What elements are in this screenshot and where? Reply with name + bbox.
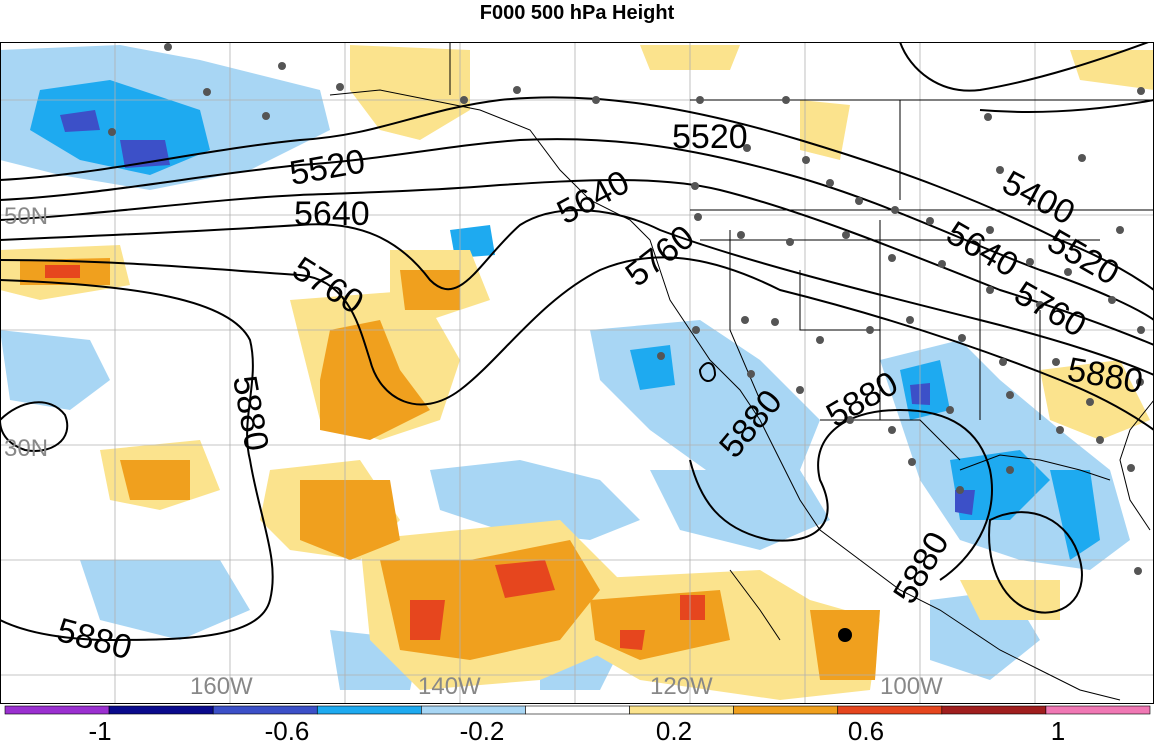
highlight-station-marker bbox=[838, 628, 852, 642]
colorbar-tick-neg0.6: -0.6 bbox=[265, 716, 310, 742]
colorbar-segment bbox=[4, 705, 110, 715]
colorbar-tick-neg1: -1 bbox=[88, 716, 111, 742]
colorbar-segment bbox=[212, 705, 318, 715]
lon-label-100w: 100W bbox=[880, 673, 943, 700]
contour-label-5400: 5400 bbox=[996, 164, 1081, 233]
contour-label-5520-central: 5520 bbox=[672, 118, 748, 156]
colorbar-segment bbox=[525, 705, 630, 715]
colorbar-tick-0.2: 0.2 bbox=[656, 716, 692, 742]
colorbar-tick-0.6: 0.6 bbox=[848, 716, 884, 742]
colorbar-tick-neg0.2: -0.2 bbox=[460, 716, 505, 742]
colorbar-segment bbox=[629, 705, 734, 715]
lat-label-30n: 30N bbox=[4, 435, 48, 462]
height-contours bbox=[0, 42, 1154, 642]
map-title: F000 500 hPa Height bbox=[479, 2, 675, 24]
contour-label-5520-east: 5520 bbox=[1041, 222, 1126, 293]
colorbar-segment bbox=[941, 705, 1047, 715]
contour-label-5640-east: 5640 bbox=[940, 214, 1025, 285]
colorbar-labels: -1 -0.6 -0.2 0.2 0.6 1 bbox=[88, 716, 1065, 742]
colorbar-segment bbox=[1045, 705, 1151, 715]
colorbar-segment bbox=[108, 705, 214, 715]
lon-label-120w: 120W bbox=[650, 673, 713, 700]
colorbar-tick-1: 1 bbox=[1051, 716, 1065, 742]
colorbar-segment bbox=[837, 705, 943, 715]
contour-label-5880-mexico: 5880 bbox=[886, 525, 957, 610]
station-markers bbox=[108, 43, 1145, 575]
lon-label-140w: 140W bbox=[418, 673, 481, 700]
shading-layer bbox=[0, 45, 1154, 700]
contour-label-5640-west: 5640 bbox=[294, 195, 370, 233]
colorbar-segment bbox=[316, 705, 422, 715]
coastlines bbox=[329, 42, 1154, 701]
contour-label-5520-west: 5520 bbox=[287, 142, 368, 193]
contour-label-5880-west: 5880 bbox=[225, 373, 276, 454]
lat-label-50n: 50N bbox=[4, 203, 48, 230]
colorbar-segment bbox=[421, 705, 526, 715]
lon-label-160w: 160W bbox=[190, 673, 253, 700]
colorbar-segment bbox=[733, 705, 839, 715]
colorbar bbox=[4, 705, 1151, 715]
